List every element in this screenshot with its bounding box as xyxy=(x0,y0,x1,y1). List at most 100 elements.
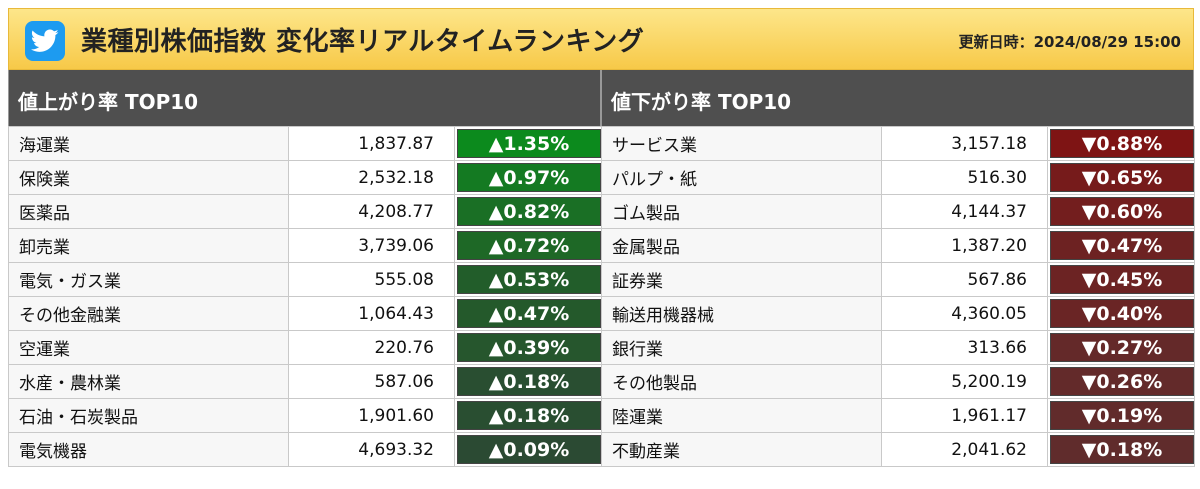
table-row: 金属製品 1,387.20 ▼0.47% xyxy=(601,228,1195,263)
sector-name: 電気・ガス業 xyxy=(8,262,289,297)
table-row: 卸売業 3,739.06 ▲0.72% xyxy=(8,228,602,263)
index-value: 4,144.37 xyxy=(881,194,1048,229)
gainers-table: 海運業 1,837.87 ▲1.35% 保険業 2,532.18 ▲0.97% 医薬品 4,2… xyxy=(8,126,602,467)
change-badge: ▲0.97% xyxy=(457,163,601,192)
index-value: 2,532.18 xyxy=(288,160,455,195)
table-row: 証券業 567.86 ▼0.45% xyxy=(601,262,1195,297)
table-row: ゴム製品 4,144.37 ▼0.60% xyxy=(601,194,1195,229)
table-row: 電気機器 4,693.32 ▲0.09% xyxy=(8,432,602,467)
losers-header: 値下がり率 TOP10 xyxy=(601,70,1194,126)
change-cell: ▲1.35% xyxy=(454,126,602,161)
sector-name: 電気機器 xyxy=(8,432,289,467)
sector-name: サービス業 xyxy=(601,126,882,161)
change-cell: ▼0.19% xyxy=(1047,398,1195,433)
change-cell: ▼0.18% xyxy=(1047,432,1195,467)
sector-name: 不動産業 xyxy=(601,432,882,467)
change-cell: ▼0.47% xyxy=(1047,228,1195,263)
index-value: 1,901.60 xyxy=(288,398,455,433)
losers-table: サービス業 3,157.18 ▼0.88% パルプ・紙 516.30 ▼0.65% ゴム製品… xyxy=(601,126,1195,467)
gainers-panel: 値上がり率 TOP10 海運業 1,837.87 ▲1.35% 保険業 2,532.18… xyxy=(8,70,602,467)
table-row: 水産・農林業 587.06 ▲0.18% xyxy=(8,364,602,399)
sector-name: その他製品 xyxy=(601,364,882,399)
change-badge: ▲0.39% xyxy=(457,333,601,362)
twitter-bird-icon xyxy=(31,29,59,52)
table-row: パルプ・紙 516.30 ▼0.65% xyxy=(601,160,1195,195)
index-value: 4,360.05 xyxy=(881,296,1048,331)
change-cell: ▼0.60% xyxy=(1047,194,1195,229)
sector-name: その他金融業 xyxy=(8,296,289,331)
index-value: 516.30 xyxy=(881,160,1048,195)
sector-name: 証券業 xyxy=(601,262,882,297)
index-value: 1,064.43 xyxy=(288,296,455,331)
table-row: 海運業 1,837.87 ▲1.35% xyxy=(8,126,602,161)
change-cell: ▲0.47% xyxy=(454,296,602,331)
change-badge: ▼0.27% xyxy=(1050,333,1194,362)
change-cell: ▼0.88% xyxy=(1047,126,1195,161)
gainers-header: 値上がり率 TOP10 xyxy=(8,70,601,126)
index-value: 3,739.06 xyxy=(288,228,455,263)
change-badge: ▼0.65% xyxy=(1050,163,1194,192)
table-row: その他製品 5,200.19 ▼0.26% xyxy=(601,364,1195,399)
change-badge: ▲0.53% xyxy=(457,265,601,294)
losers-title: 値下がり率 TOP10 xyxy=(611,90,792,114)
change-badge: ▲1.35% xyxy=(457,129,601,158)
sector-name: 保険業 xyxy=(8,160,289,195)
change-badge: ▼0.40% xyxy=(1050,299,1194,328)
change-badge: ▲0.47% xyxy=(457,299,601,328)
change-cell: ▲0.18% xyxy=(454,398,602,433)
change-badge: ▼0.45% xyxy=(1050,265,1194,294)
table-row: 石油・石炭製品 1,901.60 ▲0.18% xyxy=(8,398,602,433)
sector-name: 石油・石炭製品 xyxy=(8,398,289,433)
change-badge: ▼0.88% xyxy=(1050,129,1194,158)
sector-name: 卸売業 xyxy=(8,228,289,263)
change-cell: ▲0.18% xyxy=(454,364,602,399)
twitter-share-button[interactable] xyxy=(25,21,65,61)
index-value: 1,961.17 xyxy=(881,398,1048,433)
index-value: 1,387.20 xyxy=(881,228,1048,263)
change-cell: ▼0.40% xyxy=(1047,296,1195,331)
table-row: 銀行業 313.66 ▼0.27% xyxy=(601,330,1195,365)
change-cell: ▲0.82% xyxy=(454,194,602,229)
index-value: 555.08 xyxy=(288,262,455,297)
sector-name: 医薬品 xyxy=(8,194,289,229)
change-cell: ▼0.27% xyxy=(1047,330,1195,365)
sector-name: 水産・農林業 xyxy=(8,364,289,399)
change-cell: ▼0.45% xyxy=(1047,262,1195,297)
table-row: 不動産業 2,041.62 ▼0.18% xyxy=(601,432,1195,467)
sector-name: 金属製品 xyxy=(601,228,882,263)
table-row: その他金融業 1,064.43 ▲0.47% xyxy=(8,296,602,331)
change-cell: ▼0.65% xyxy=(1047,160,1195,195)
table-row: 空運業 220.76 ▲0.39% xyxy=(8,330,602,365)
change-cell: ▲0.39% xyxy=(454,330,602,365)
update-timestamp: 更新日時：2024/08/29 15:00 xyxy=(958,33,1181,51)
index-value: 2,041.62 xyxy=(881,432,1048,467)
page-title: 業種別株価指数 変化率リアルタイムランキング xyxy=(81,27,645,57)
sector-name: パルプ・紙 xyxy=(601,160,882,195)
change-badge: ▲0.18% xyxy=(457,401,601,430)
sector-name: ゴム製品 xyxy=(601,194,882,229)
table-row: 医薬品 4,208.77 ▲0.82% xyxy=(8,194,602,229)
index-value: 567.86 xyxy=(881,262,1048,297)
change-badge: ▲0.82% xyxy=(457,197,601,226)
sector-name: 空運業 xyxy=(8,330,289,365)
change-cell: ▲0.97% xyxy=(454,160,602,195)
table-row: 輸送用機器械 4,360.05 ▼0.40% xyxy=(601,296,1195,331)
change-badge: ▲0.72% xyxy=(457,231,601,260)
change-cell: ▲0.53% xyxy=(454,262,602,297)
index-value: 4,208.77 xyxy=(288,194,455,229)
sector-name: 銀行業 xyxy=(601,330,882,365)
table-row: 陸運業 1,961.17 ▼0.19% xyxy=(601,398,1195,433)
index-value: 3,157.18 xyxy=(881,126,1048,161)
change-cell: ▲0.72% xyxy=(454,228,602,263)
index-value: 1,837.87 xyxy=(288,126,455,161)
index-value: 4,693.32 xyxy=(288,432,455,467)
gainers-title: 値上がり率 TOP10 xyxy=(18,90,199,114)
change-badge: ▲0.09% xyxy=(457,435,601,464)
header-bar: 業種別株価指数 変化率リアルタイムランキング 更新日時：2024/08/29 1… xyxy=(8,8,1194,70)
sector-name: 陸運業 xyxy=(601,398,882,433)
table-row: サービス業 3,157.18 ▼0.88% xyxy=(601,126,1195,161)
index-value: 587.06 xyxy=(288,364,455,399)
change-badge: ▼0.47% xyxy=(1050,231,1194,260)
index-value: 5,200.19 xyxy=(881,364,1048,399)
index-value: 313.66 xyxy=(881,330,1048,365)
